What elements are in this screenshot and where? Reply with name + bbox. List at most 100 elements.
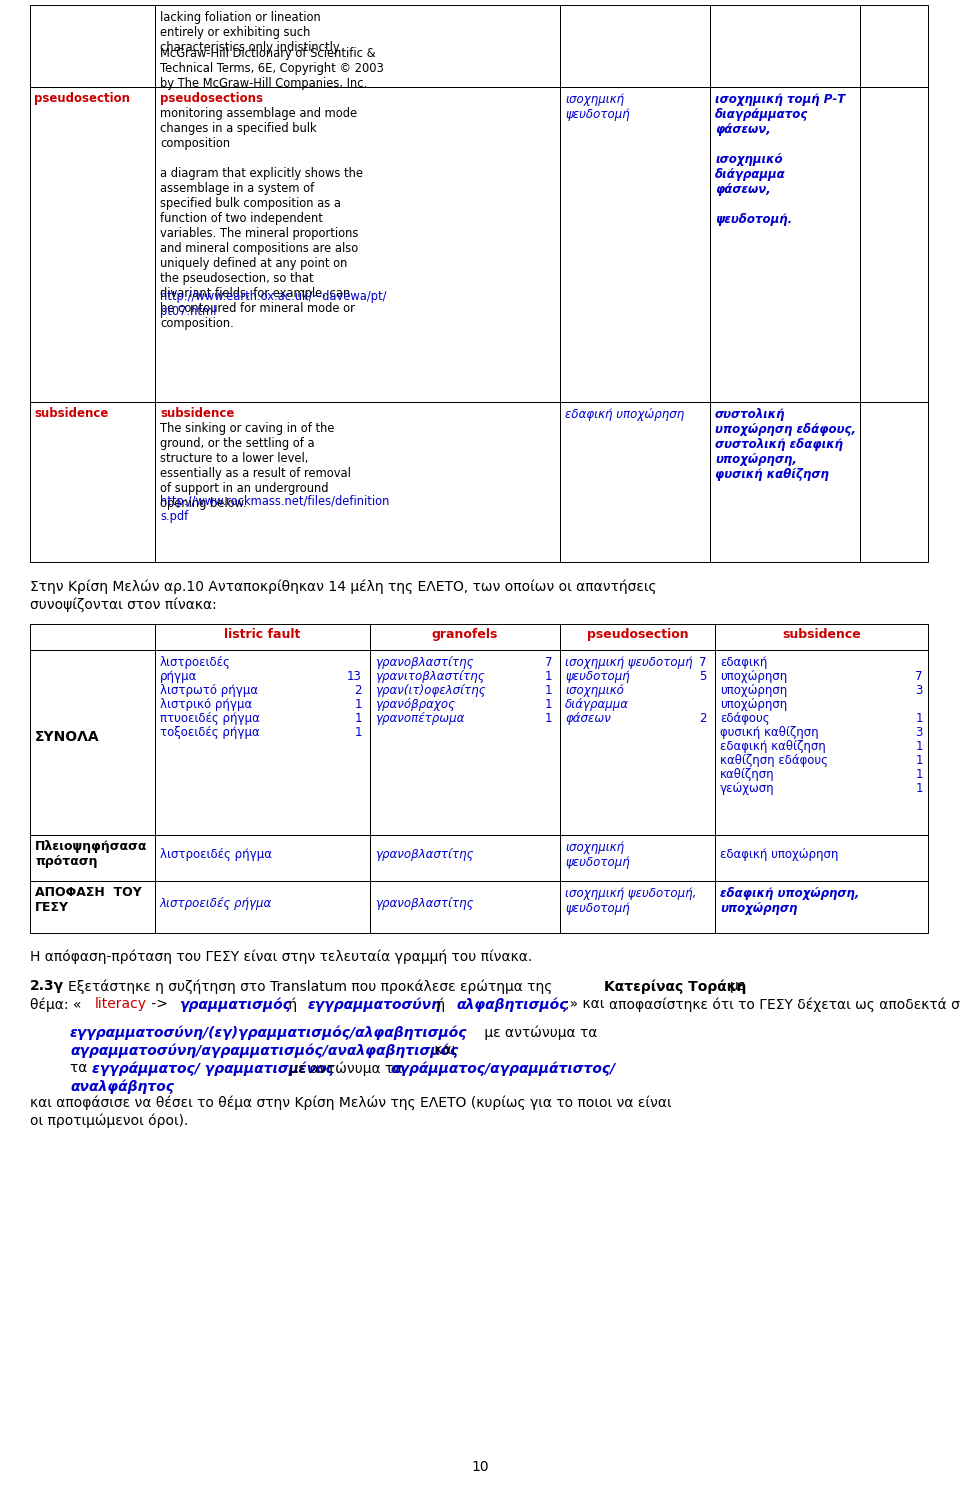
Text: The sinking or caving in of the
ground, or the settling of a
structure to a lowe: The sinking or caving in of the ground, … (160, 422, 350, 510)
Text: λιστρωτό ρήγμα: λιστρωτό ρήγμα (160, 684, 258, 697)
Text: συνοψίζονται στον πίνακα:: συνοψίζονται στον πίνακα: (30, 597, 217, 612)
Text: ;» και: ;» και (565, 997, 605, 1010)
Text: 3: 3 (916, 727, 923, 739)
Text: υποχώρηση: υποχώρηση (720, 698, 787, 710)
Text: 3: 3 (916, 684, 923, 697)
Bar (30, 649, 155, 835)
Text: με αντώνυμα τα: με αντώνυμα τα (285, 1061, 407, 1076)
Text: literacy: literacy (95, 997, 147, 1010)
Bar (560, 403, 710, 562)
Text: εγγράμματος/ γραμματισμένος: εγγράμματος/ γραμματισμένος (92, 1061, 334, 1076)
Text: pseudosection: pseudosection (34, 92, 130, 106)
Bar (370, 881, 560, 933)
Text: 1: 1 (354, 727, 362, 739)
Bar (370, 835, 560, 881)
Text: γρανοβλαστίτης: γρανοβλαστίτης (375, 655, 473, 669)
Text: 1: 1 (544, 712, 552, 725)
Bar (860, 4, 928, 88)
Text: γραμματισμός: γραμματισμός (179, 997, 291, 1012)
Text: 1: 1 (916, 768, 923, 782)
Text: granofels: granofels (432, 629, 498, 640)
Text: Πλειοψηφήσασα
πρόταση: Πλειοψηφήσασα πρόταση (35, 840, 148, 868)
Text: ισοχημική
ψευδοτομή: ισοχημική ψευδοτομή (565, 841, 630, 869)
Text: ΑΠΟΦΑΣΗ  ΤΟΥ
ΓΕΣΥ: ΑΠΟΦΑΣΗ ΤΟΥ ΓΕΣΥ (35, 886, 142, 914)
Bar (30, 624, 155, 649)
Bar (560, 835, 715, 881)
Text: αναλφάβητος: αναλφάβητος (70, 1079, 174, 1094)
Text: subsidence: subsidence (782, 629, 861, 640)
Text: subsidence: subsidence (160, 407, 234, 421)
Bar (715, 649, 928, 835)
Text: καθίζηση εδάφους: καθίζηση εδάφους (720, 753, 828, 767)
Text: τοξοειδές ρήγμα: τοξοειδές ρήγμα (160, 727, 260, 739)
Text: 2: 2 (354, 684, 362, 697)
Text: γρανοβλαστίτης: γρανοβλαστίτης (375, 849, 473, 860)
Text: θέμα: «: θέμα: « (30, 997, 82, 1012)
Text: γρανοπέτρωμα: γρανοπέτρωμα (375, 712, 465, 725)
Bar (560, 4, 710, 88)
Text: ή: ή (284, 997, 301, 1012)
Text: Στην Κρίση Μελών αρ.10 Ανταποκρίθηκαν 14 μέλη της ΕΛΕΤΟ, των οποίων οι απαντήσει: Στην Κρίση Μελών αρ.10 Ανταποκρίθηκαν 14… (30, 580, 657, 594)
Text: http://www.rockmass.net/files/definition
s.pdf: http://www.rockmass.net/files/definition… (160, 495, 390, 523)
Text: εδαφική καθίζηση: εδαφική καθίζηση (720, 740, 826, 753)
Text: ισοχημική ψευδοτομή: ισοχημική ψευδοτομή (565, 655, 692, 669)
Bar (560, 649, 715, 835)
Text: 1: 1 (354, 698, 362, 710)
Text: pseudosections: pseudosections (160, 92, 263, 106)
Bar (155, 88, 560, 403)
Text: αποφασίστηκε ότι το ΓΕΣΥ δέχεται ως αποδεκτά συνώνυμα τα:: αποφασίστηκε ότι το ΓΕΣΥ δέχεται ως αποδ… (609, 997, 960, 1012)
Bar (860, 88, 928, 403)
Text: Εξετάστηκε η συζήτηση στο Translatum που προκάλεσε ερώτημα της: Εξετάστηκε η συζήτηση στο Translatum που… (68, 979, 557, 994)
Text: lacking foliation or lineation
entirely or exhibiting such
characteristics only : lacking foliation or lineation entirely … (160, 10, 342, 53)
Text: 5: 5 (700, 670, 707, 684)
Bar (30, 835, 155, 881)
Text: φυσική καθίζηση: φυσική καθίζηση (720, 727, 819, 739)
Text: συστολική
υποχώρηση εδάφους,
συστολική εδαφική
υποχώρηση,
φυσική καθίζηση: συστολική υποχώρηση εδάφους, συστολική ε… (715, 409, 856, 481)
Bar (370, 624, 560, 649)
Text: 13: 13 (348, 670, 362, 684)
Text: Κατερίνας Τοράκη: Κατερίνας Τοράκη (604, 979, 746, 994)
Text: ισοχημικό: ισοχημικό (565, 684, 624, 697)
Bar (155, 835, 370, 881)
Bar (715, 835, 928, 881)
Bar (560, 88, 710, 403)
Bar (560, 881, 715, 933)
Bar (30, 4, 155, 88)
Text: εδαφική υποχώρηση,
υποχώρηση: εδαφική υποχώρηση, υποχώρηση (720, 887, 859, 915)
Text: pseudosection: pseudosection (587, 629, 688, 640)
Text: γρανοβλαστίτης: γρανοβλαστίτης (375, 898, 473, 909)
Text: ψευδοτομή: ψευδοτομή (565, 670, 630, 684)
Text: 1: 1 (544, 698, 552, 710)
Bar (710, 403, 860, 562)
Text: γεώχωση: γεώχωση (720, 782, 775, 795)
Text: monitoring assemblage and mode
changes in a specified bulk
composition

a diagra: monitoring assemblage and mode changes i… (160, 107, 363, 330)
Text: 1: 1 (916, 753, 923, 767)
Text: λιστροειδές ρήγμα: λιστροειδές ρήγμα (160, 898, 273, 909)
Text: 1: 1 (544, 670, 552, 684)
Text: εδαφική υποχώρηση: εδαφική υποχώρηση (565, 409, 684, 421)
Text: υποχώρηση: υποχώρηση (720, 670, 787, 684)
Text: ->: -> (147, 997, 172, 1010)
Bar (155, 649, 370, 835)
Text: γραν(ιτ)οφελσίτης: γραν(ιτ)οφελσίτης (375, 684, 486, 697)
Bar (155, 4, 560, 88)
Text: 1: 1 (354, 712, 362, 725)
Bar (710, 4, 860, 88)
Text: λιστρικό ρήγμα: λιστρικό ρήγμα (160, 698, 252, 710)
Text: ή: ή (432, 997, 449, 1012)
Text: τα: τα (70, 1061, 92, 1074)
Text: εδαφική υποχώρηση: εδαφική υποχώρηση (720, 849, 838, 860)
Bar (30, 403, 155, 562)
Text: 1: 1 (916, 712, 923, 725)
Text: ισοχημική ψευδοτομή,
ψευδοτομή: ισοχημική ψευδοτομή, ψευδοτομή (565, 887, 696, 915)
Text: με: με (730, 979, 746, 993)
Text: καθίζηση: καθίζηση (720, 768, 775, 782)
Text: 2.3γ: 2.3γ (30, 979, 64, 993)
Text: 2: 2 (700, 712, 707, 725)
Text: φάσεων: φάσεων (565, 712, 611, 725)
Text: Η απόφαση-πρόταση του ΓΕΣΥ είναι στην τελευταία γραμμή του πίνακα.: Η απόφαση-πρόταση του ΓΕΣΥ είναι στην τε… (30, 950, 532, 963)
Bar (155, 881, 370, 933)
Text: εγγραμματοσύνη: εγγραμματοσύνη (308, 997, 442, 1012)
Bar (860, 403, 928, 562)
Text: και αποφάσισε να θέσει το θέμα στην Κρίση Μελών της ΕΛΕΤΟ (κυρίως για το ποιοι ν: και αποφάσισε να θέσει το θέμα στην Κρίσ… (30, 1095, 672, 1110)
